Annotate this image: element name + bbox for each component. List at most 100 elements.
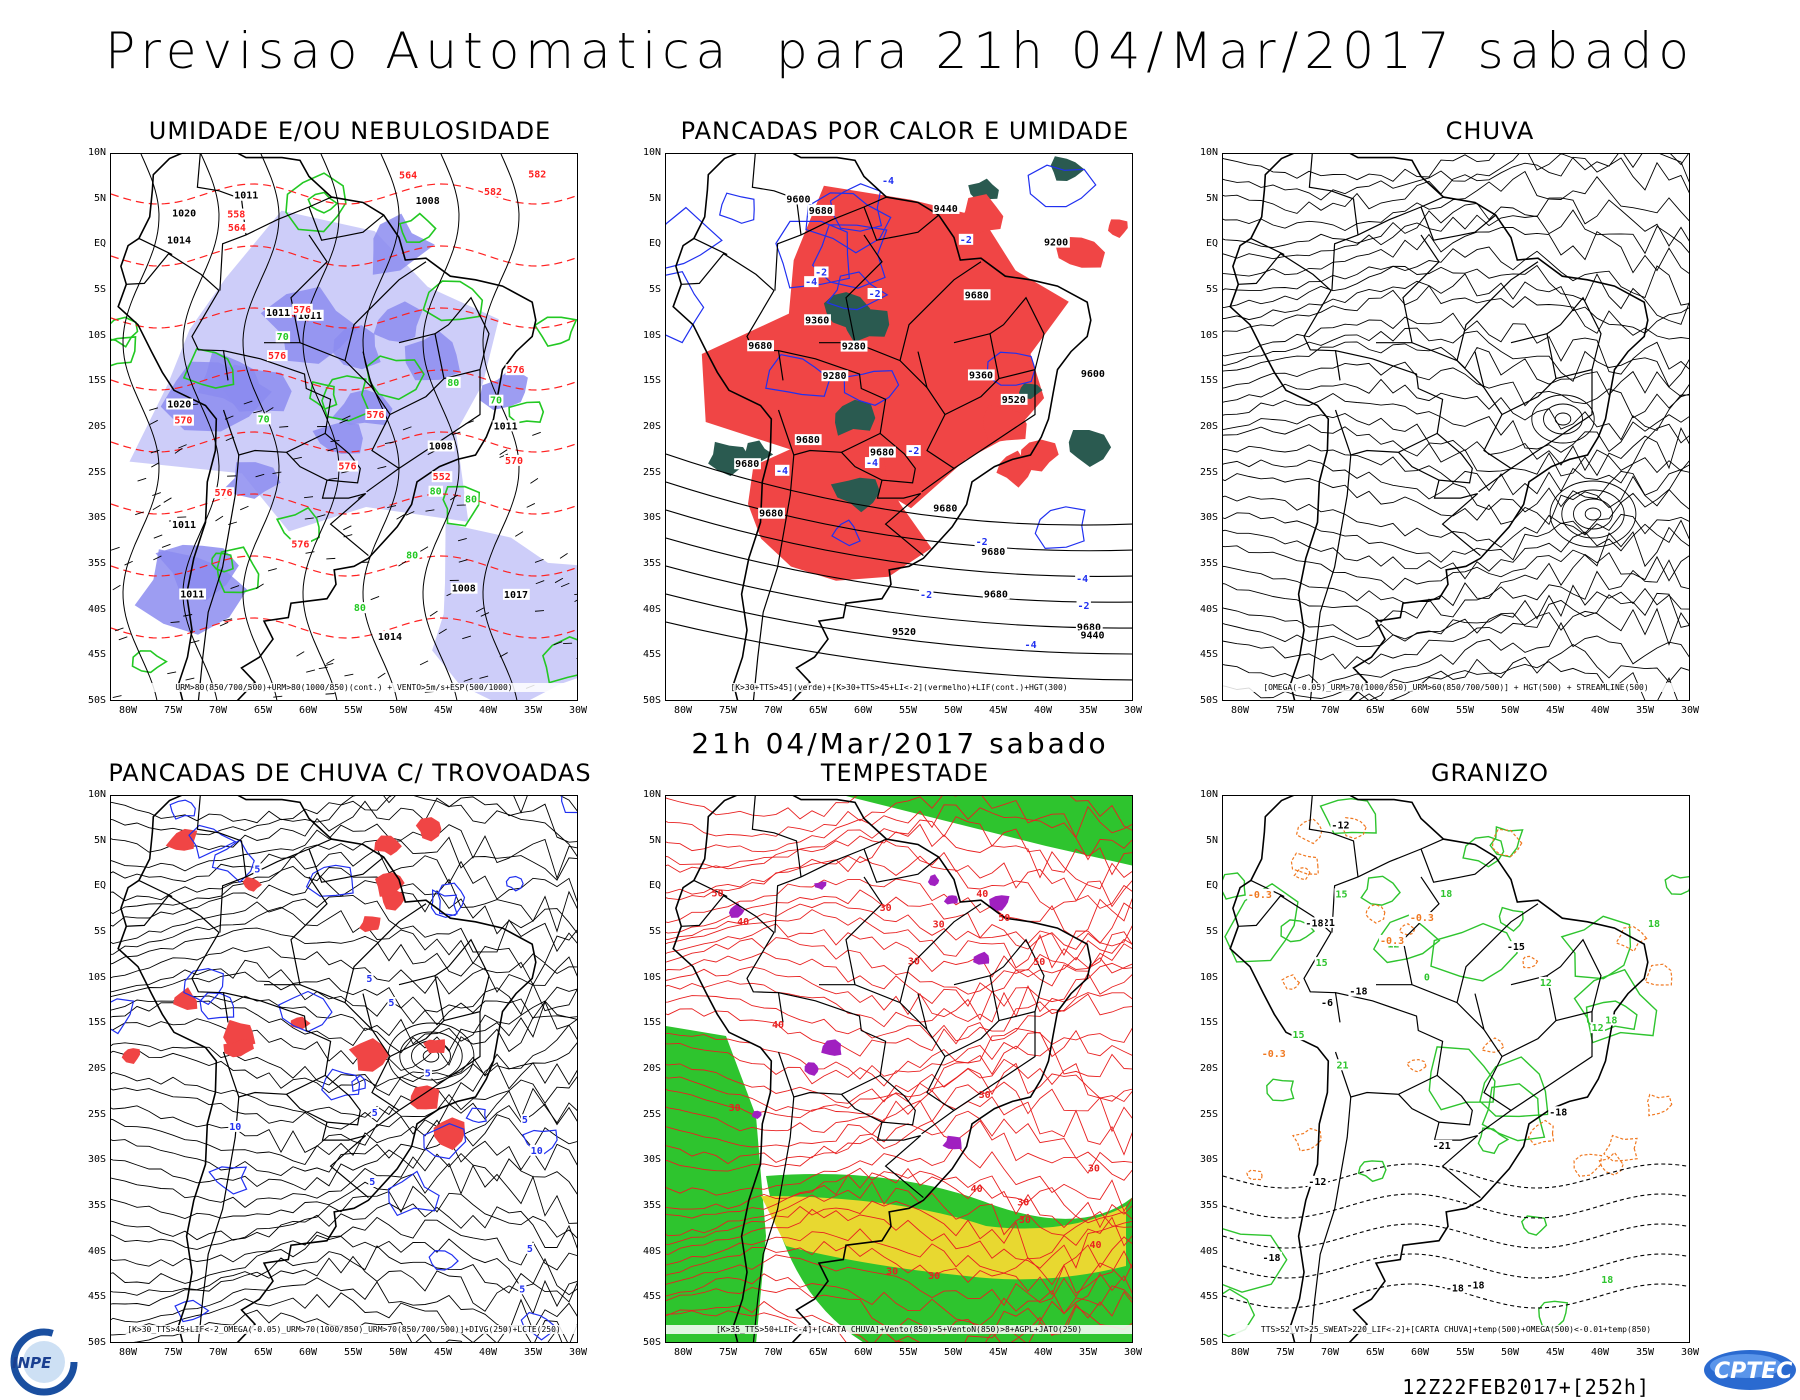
geopotential-contour [666, 565, 1132, 629]
streamline [666, 1240, 1132, 1296]
streamline [111, 1042, 577, 1094]
wind-arrow [457, 538, 467, 542]
contour-label-bg [804, 314, 831, 326]
map-panel-umidade: 1008 1011 1011 1011 1011 1008 1011 1008 1011 1014… [110, 153, 578, 701]
inpe-logo: INPE [10, 1328, 78, 1396]
contour-label: 80 [430, 487, 442, 498]
main-title: Previsao Automatica para 21h 04/Mar/2017… [105, 22, 1695, 80]
contour-label: 0 [1424, 972, 1430, 983]
contour-label-bg [890, 625, 918, 637]
contour-label: -21 [1317, 918, 1335, 929]
contour-label: -4 [1025, 640, 1037, 651]
wind-arrow [240, 505, 249, 511]
wind-arrow [272, 471, 282, 474]
divergence-contour [423, 1123, 467, 1160]
panel-title-chuva: CHUVA [1445, 117, 1535, 145]
severe-storm-area [973, 951, 990, 965]
contour-label: 552 [433, 472, 451, 483]
panel-title-tempestade: TEMPESTADE [820, 759, 990, 787]
contour-label-bg [1348, 985, 1370, 997]
contour-label: -2 [815, 267, 827, 278]
country-state-border [1402, 876, 1440, 985]
contour-label: 5 [388, 998, 394, 1009]
wind-arrow [328, 477, 338, 480]
contour-label: 9200 [1044, 238, 1068, 249]
contour-label: 1008 [416, 196, 440, 207]
country-state-border [308, 206, 385, 241]
wind-arrow [370, 596, 380, 601]
contour-label-bg [1079, 629, 1107, 641]
contour-label: 9680 [981, 547, 1005, 558]
wind-arrow [534, 610, 545, 612]
streamline [666, 804, 1132, 861]
longitude-tick-label: 75W [163, 1347, 183, 1358]
contour-label: 9680 [748, 341, 772, 352]
latitude-tick-label: 5N [93, 192, 106, 204]
map-panel-pancadas-calor: 9680 9680 9680 9680 9680 9680 9680 9680 9680 9680… [665, 153, 1133, 701]
streamline [1223, 559, 1689, 623]
streamline [666, 839, 1132, 909]
country-state-border [1250, 237, 1285, 256]
longitude-tick-label: 40W [1590, 705, 1610, 716]
contour-label-bg [932, 202, 960, 214]
country-state-border [752, 454, 795, 700]
contour-label-bg [747, 340, 775, 352]
streamline [666, 796, 1132, 831]
contour-label-bg [967, 369, 995, 381]
streamline [111, 1087, 577, 1154]
south-america-coastline [1229, 154, 1649, 700]
wind-arrow [535, 580, 545, 585]
panel-title-granizo: GRANIZO [1430, 759, 1550, 787]
lifted-index-contour [775, 220, 850, 289]
contour-label: 564 [399, 171, 417, 182]
streamline [666, 889, 1132, 950]
wind-arrow [499, 652, 508, 658]
wind-arrow [304, 496, 314, 499]
longitude-tick-label: 55W [1455, 1347, 1475, 1358]
longitude-tick-label: 55W [1455, 705, 1475, 716]
panel-caption-umidade: URM>80(850/700/500)+URM>80(1000/850)(con… [111, 683, 577, 692]
latitude-tick-label: 45S [642, 1291, 661, 1303]
latitude-tick-label: 15S [642, 375, 661, 387]
wind-arrow [255, 583, 264, 590]
thunderstorm-area [173, 987, 198, 1010]
thickness-contour [111, 555, 577, 577]
contour-label-bg [504, 454, 525, 466]
contour-label-bg [387, 997, 396, 1009]
contour-label: -21 [1433, 1141, 1451, 1152]
latitude-tick-label: 5N [93, 834, 106, 846]
streamline [1223, 592, 1689, 648]
contour-label: 558 [227, 210, 245, 221]
country-state-border [1238, 252, 1332, 292]
contour-label-bg [265, 306, 292, 318]
temperature-contour [1538, 1300, 1569, 1329]
contour-label-bg [275, 331, 291, 343]
thunderstorm-area [348, 1038, 389, 1072]
wind-arrow [526, 503, 536, 508]
contour-label: 1014 [378, 632, 402, 643]
temperature-850-contour [1223, 1163, 1689, 1189]
contour-label: 9680 [759, 509, 783, 520]
streamline [111, 1216, 577, 1271]
wind-arrow [163, 497, 172, 503]
country-state-border [863, 848, 940, 883]
contour-label: 1011 [180, 590, 204, 601]
contour-label: 570 [505, 456, 523, 467]
country-state-border [1308, 154, 1359, 235]
contour-label-bg [171, 207, 198, 219]
country-state-border [774, 838, 887, 933]
country-state-border [290, 876, 328, 985]
latitude-tick-label: 40S [642, 1245, 661, 1257]
contour-label: 582 [484, 187, 502, 198]
longitude-tick-label: 65W [1365, 705, 1385, 716]
latitude-tick-label: 20S [87, 1063, 106, 1074]
country-state-border [921, 467, 955, 493]
latitude-tick-label: 10S [1199, 971, 1218, 983]
contour-label: 30 [928, 1271, 940, 1282]
contour-label: -18 [1305, 918, 1323, 929]
wind-arrow [326, 658, 335, 665]
lifted-index-contour [719, 192, 755, 224]
streamline [666, 1096, 1132, 1156]
latitude-tick-label: 5S [1205, 284, 1218, 295]
contour-label: -15 [1507, 942, 1525, 953]
